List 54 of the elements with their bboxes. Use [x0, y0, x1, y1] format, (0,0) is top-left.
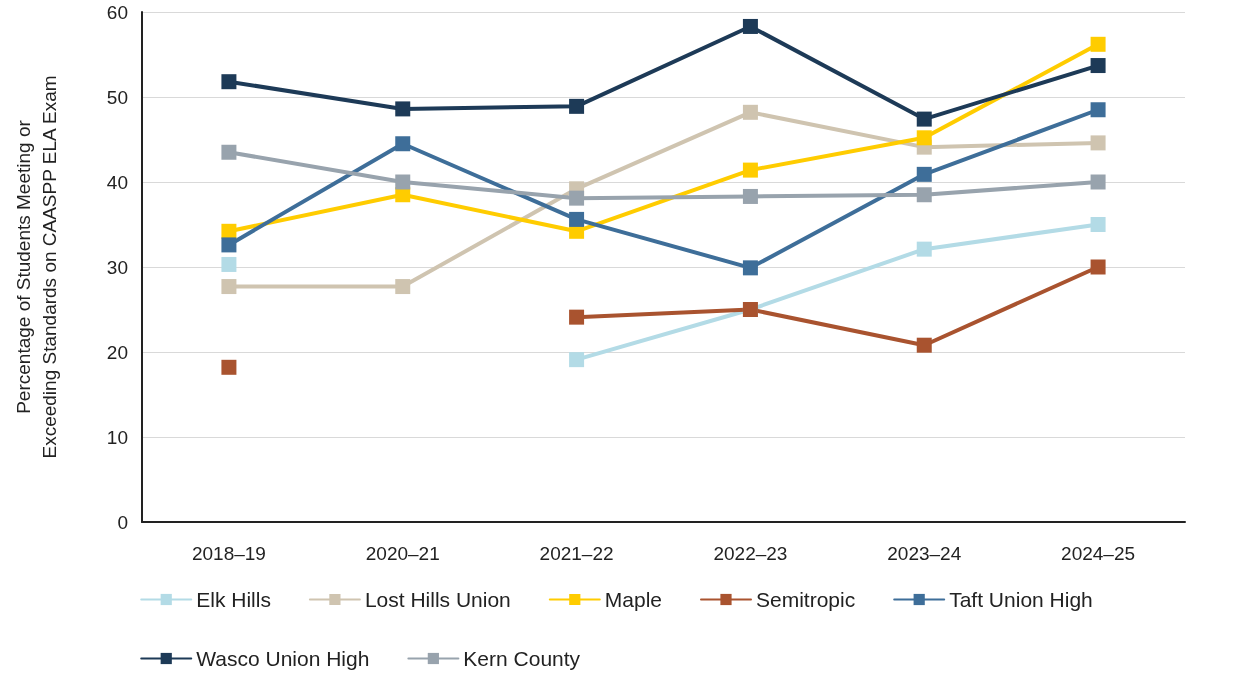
point: [221, 359, 237, 375]
legend-label: Semitropic: [755, 588, 856, 611]
point: [569, 352, 585, 368]
point: [1090, 217, 1106, 232]
point: [1090, 58, 1106, 74]
point: [395, 101, 411, 117]
y-tick-label: 50: [106, 86, 128, 108]
legend-label: Wasco Union High: [196, 647, 370, 670]
y-tick-label: 0: [117, 511, 128, 533]
y-tick-label: 60: [106, 1, 128, 23]
y-tick-label: 10: [106, 426, 128, 448]
point: [1090, 135, 1106, 151]
legend-label: Maple: [604, 588, 662, 611]
point: [395, 136, 411, 152]
point: [569, 309, 585, 325]
point: [1090, 259, 1106, 275]
point: [221, 256, 237, 272]
point: [569, 98, 585, 114]
point: [395, 174, 411, 190]
point: [916, 337, 932, 353]
point: [742, 162, 758, 178]
y-tick-label: 40: [106, 171, 128, 193]
x-tick-label: 2024–25: [1061, 543, 1136, 564]
point: [916, 187, 932, 203]
y-tick-label: 20: [106, 341, 128, 363]
y-tick-label: 30: [106, 256, 128, 278]
y-axis-title: Percentage of Students Meeting or Exceeding Standards on CAASPP ELA Exam: [12, 75, 60, 459]
point: [221, 144, 237, 160]
x-tick-label: 2023–24: [887, 543, 962, 564]
point: [742, 104, 758, 120]
point: [569, 211, 585, 227]
legend-label: Kern County: [463, 647, 581, 670]
point: [569, 190, 585, 206]
point: [1090, 102, 1106, 118]
point: [221, 279, 237, 295]
point: [395, 279, 411, 295]
point: [1090, 174, 1106, 190]
point: [916, 111, 932, 127]
point: [221, 237, 237, 253]
point: [742, 18, 758, 34]
legend-label: Lost Hills Union: [364, 588, 511, 611]
point: [742, 188, 758, 204]
point: [916, 241, 932, 257]
point: [916, 130, 932, 146]
point: [1090, 36, 1106, 52]
point: [742, 260, 758, 276]
x-tick-label: 2020–21: [365, 543, 440, 564]
legend-label: Taft Union High: [949, 588, 1093, 611]
x-tick-label: 2021–22: [539, 543, 614, 564]
x-tick-label: 2022–23: [713, 543, 788, 564]
legend-label: Elk Hills: [196, 588, 271, 611]
point: [221, 74, 237, 90]
point: [916, 166, 932, 182]
x-tick-label: 2018–19: [191, 543, 266, 564]
